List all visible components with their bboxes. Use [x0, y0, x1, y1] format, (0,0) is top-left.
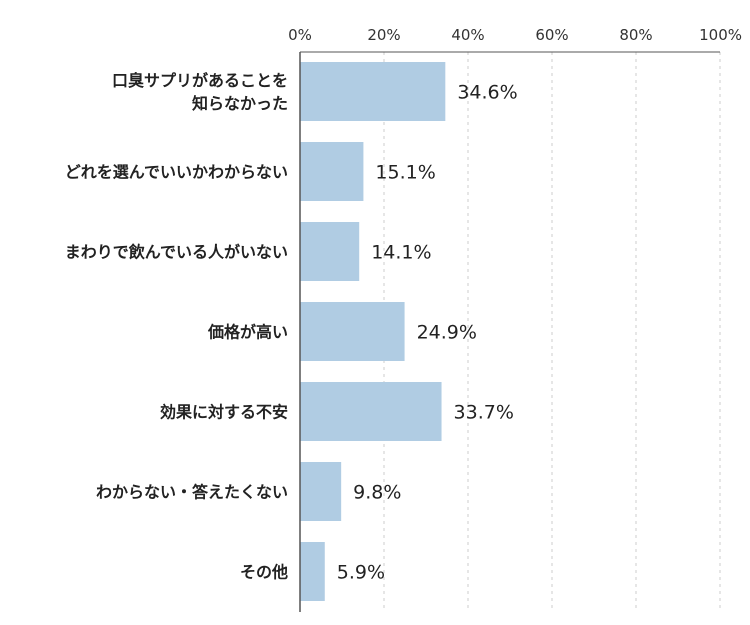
bar: [300, 462, 342, 521]
data-label: 34.6%: [457, 82, 517, 104]
data-label: 33.7%: [454, 402, 514, 424]
data-label: 5.9%: [337, 562, 385, 584]
data-label: 15.1%: [375, 162, 435, 184]
x-tick-label: 0%: [288, 26, 312, 44]
data-label: 9.8%: [353, 482, 401, 504]
data-label: 14.1%: [371, 242, 431, 264]
bar: [300, 62, 446, 121]
value-labels: 34.6% 15.1% 14.1% 24.9% 33.7% 9.8% 5.9%: [337, 82, 518, 584]
x-tick-label: 40%: [451, 26, 484, 44]
bar: [300, 142, 364, 201]
category-label: わからない・答えたくない: [96, 483, 288, 502]
category-label: まわりで飲んでいる人がいない: [65, 243, 288, 262]
category-label: 口臭サプリがあることを知らなかった: [112, 71, 288, 113]
x-tick-label: 80%: [619, 26, 652, 44]
category-label: どれを選んでいいかわからない: [65, 163, 288, 182]
x-tick-label: 20%: [367, 26, 400, 44]
bars: [300, 62, 446, 601]
x-tick-label: 100%: [699, 26, 742, 44]
category-label: 価格が高い: [207, 323, 288, 342]
axes: [299, 51, 720, 612]
data-label: 24.9%: [417, 322, 477, 344]
category-label: 効果に対する不安: [160, 403, 288, 422]
category-labels: 口臭サプリがあることを知らなかったどれを選んでいいかわからないまわりで飲んでいる…: [65, 71, 288, 582]
bar: [300, 382, 442, 441]
bar: [300, 222, 360, 281]
x-tick-label: 60%: [535, 26, 568, 44]
bar: [300, 542, 325, 601]
category-label: その他: [240, 563, 288, 582]
bar: [300, 302, 405, 361]
x-axis-ticks: 0% 20% 40% 60% 80% 100%: [288, 26, 742, 44]
